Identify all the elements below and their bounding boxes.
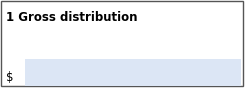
Text: $: $	[6, 71, 14, 84]
Bar	[24, 59, 241, 86]
Text: 1 Gross distribution: 1 Gross distribution	[6, 11, 138, 24]
